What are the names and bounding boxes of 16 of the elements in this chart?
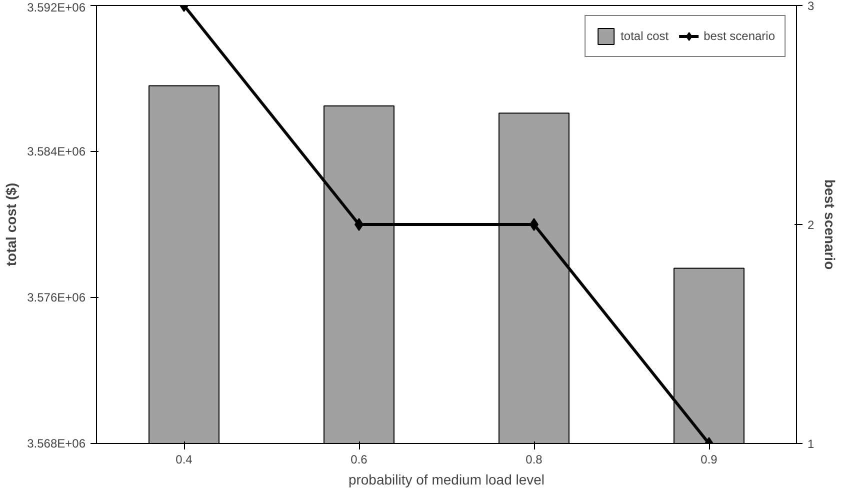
y2-tick-label: 2 (808, 218, 814, 232)
legend-label: total cost (620, 29, 669, 43)
y-tick-label: 3.568E+06 (27, 436, 86, 450)
x-tick-label: 0.9 (700, 452, 718, 466)
x-tick-label: 0.4 (176, 452, 193, 466)
y-tick-label: 3.592E+06 (27, 0, 86, 14)
y-tick-label: 3.584E+06 (27, 144, 86, 158)
y-axis-title: total cost ($) (3, 182, 20, 266)
y2-tick-label: 3 (808, 0, 814, 13)
y-tick-label: 3.576E+06 (27, 290, 86, 304)
y2-tick-label: 1 (808, 437, 814, 451)
x-tick-label: 0.6 (350, 452, 368, 466)
x-axis-title: probability of medium load level (348, 472, 545, 488)
legend-label: best scenario (704, 29, 775, 43)
x-tick-label: 0.8 (526, 452, 543, 466)
y2-axis-title: best scenario (822, 179, 838, 270)
